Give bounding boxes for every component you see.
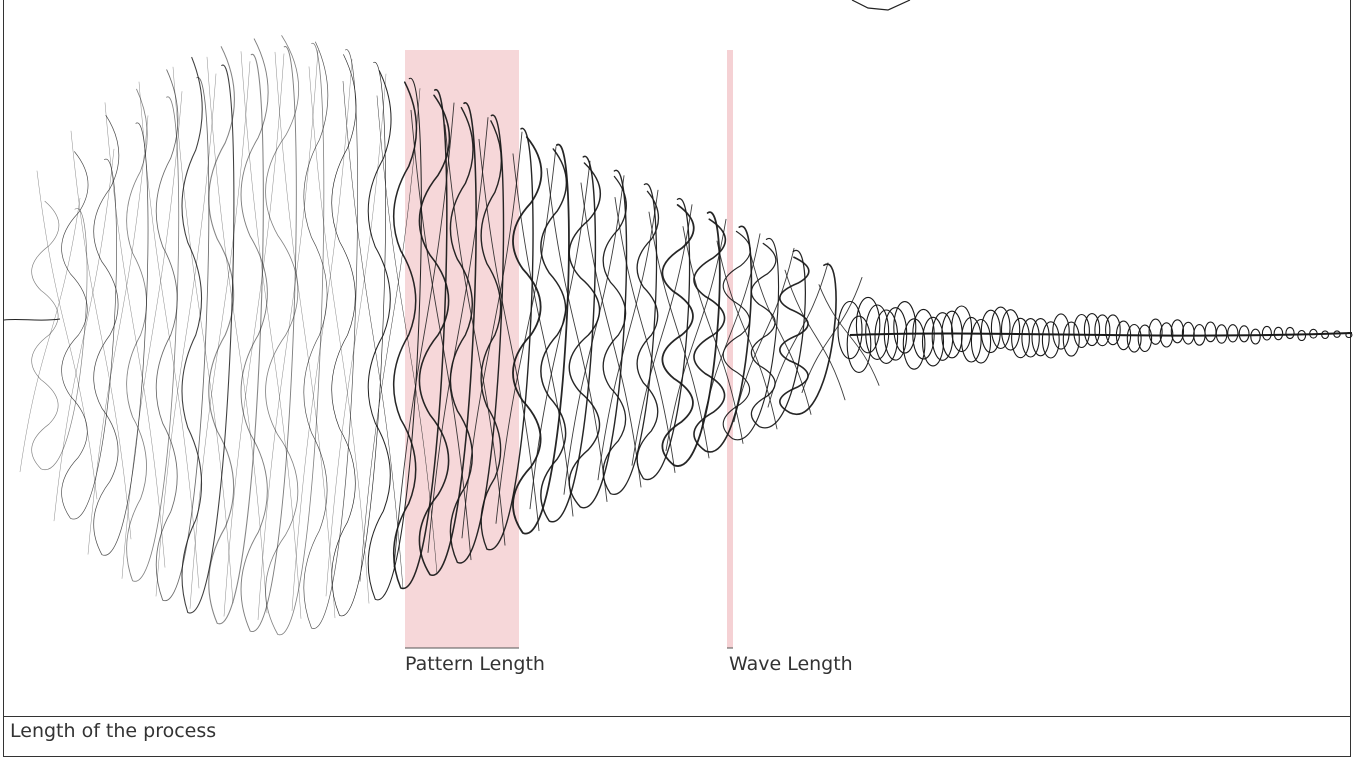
scribble-lines — [19, 35, 880, 635]
wave-length-band — [727, 50, 733, 648]
figure-frame — [3, 0, 1351, 757]
caption-divider — [3, 716, 1351, 717]
wave-length-label: Wave Length — [729, 653, 853, 675]
pattern-length-label: Pattern Length — [405, 653, 545, 675]
top-shape-fragment — [851, 0, 911, 11]
scribble-drawing — [3, 0, 1353, 649]
figure-caption: Length of the process — [10, 720, 217, 742]
left-start-stroke — [3, 318, 61, 321]
coil-tail — [837, 296, 1353, 373]
